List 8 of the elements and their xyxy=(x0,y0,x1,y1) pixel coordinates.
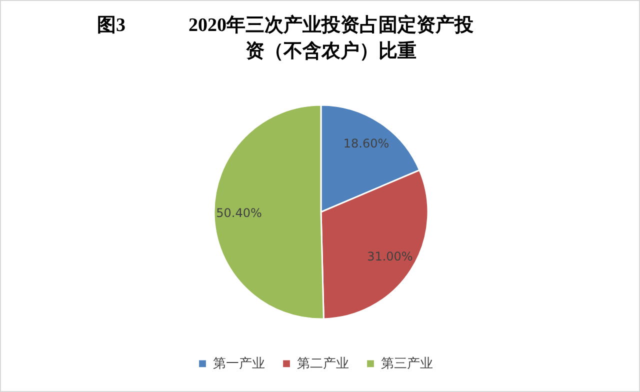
legend-label: 第二产业 xyxy=(297,356,349,372)
data-label: 50.40% xyxy=(216,206,262,220)
chart-title: 2020年三次产业投资占固定资产投资（不含农户）比重 xyxy=(188,14,474,64)
data-label: 31.00% xyxy=(367,249,413,264)
legend-label: 第一产业 xyxy=(213,356,265,372)
data-label: 18.60% xyxy=(343,136,390,151)
caption: 图3 xyxy=(97,14,126,38)
legend-label: 第三产业 xyxy=(381,356,433,372)
